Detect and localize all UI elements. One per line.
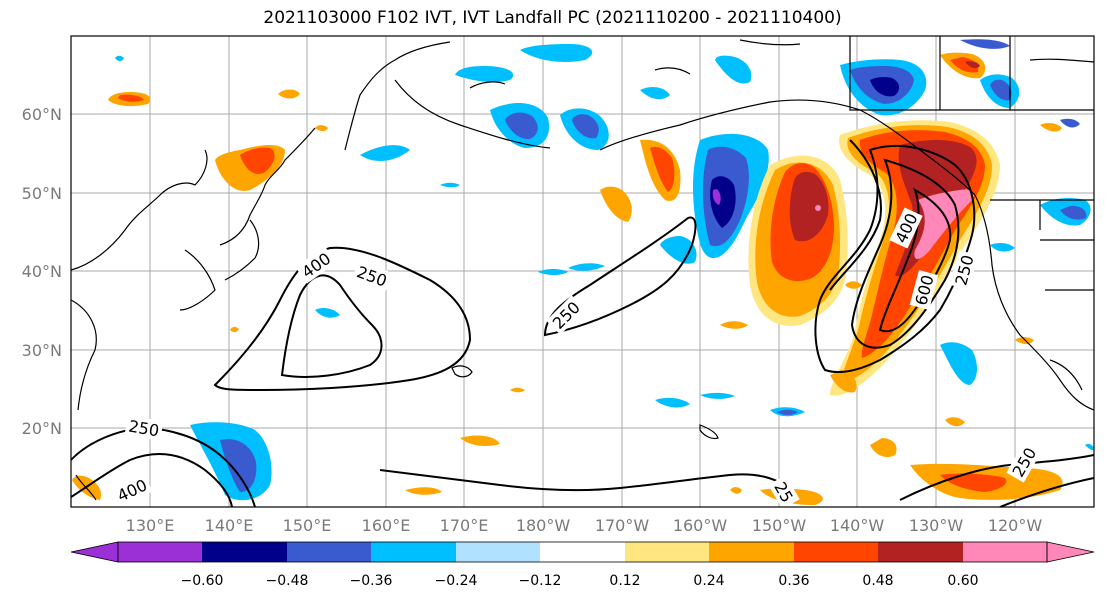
colorbar-tick-label: −0.24 <box>435 573 478 589</box>
colorbar-segment <box>371 542 456 562</box>
colorbar-segment <box>1046 541 1095 563</box>
colorbar-tick-label: −0.36 <box>350 573 393 589</box>
lon-label: 180°W <box>516 516 571 535</box>
longitude-labels: 130°E 140°E 150°E 160°E 170°E 180°W 170°… <box>126 516 1043 535</box>
colorbar-segment <box>709 542 794 562</box>
colorbar-segment <box>625 542 709 562</box>
ivt-contours <box>71 139 1094 507</box>
contour-400-west <box>280 274 383 378</box>
negative-anomaly-regions <box>115 39 1094 501</box>
lon-label: 160°W <box>673 516 728 535</box>
colorbar-tick-label: −0.48 <box>266 573 309 589</box>
lon-label: 140°E <box>205 516 254 535</box>
colorbar-segment <box>70 541 119 563</box>
contour-250-south <box>71 426 256 507</box>
contour-250-central <box>543 216 697 337</box>
map-frame <box>70 35 1095 508</box>
lon-label: 170°E <box>440 516 489 535</box>
contour-250-southeast-b <box>999 477 1094 507</box>
colorbar-segment <box>878 542 963 562</box>
colorbar <box>70 541 1095 563</box>
lon-label: 150°W <box>752 516 807 535</box>
contour-250-west <box>213 246 472 392</box>
lat-label: 30°N <box>22 341 62 360</box>
lon-label: 130°W <box>909 516 964 535</box>
lat-label: 20°N <box>22 419 62 438</box>
contour-400-east <box>850 158 960 349</box>
coastlines <box>71 36 1094 501</box>
contour-600-east <box>878 187 952 333</box>
colorbar-tick-label: 0.48 <box>862 573 893 589</box>
colorbar-segment <box>202 542 287 562</box>
lon-label: 130°E <box>126 516 175 535</box>
colorbar-tick-label: 0.12 <box>609 573 640 589</box>
colorbar-segment <box>287 542 371 562</box>
colorbar-segment <box>794 542 878 562</box>
lat-label: 40°N <box>22 262 62 281</box>
lon-label: 150°E <box>283 516 332 535</box>
colorbar-tick-label: 0.36 <box>778 573 809 589</box>
colorbar-tick-label: −0.60 <box>181 573 224 589</box>
colorbar-segment <box>963 542 1047 562</box>
contour-400-south <box>71 453 233 507</box>
contour-250-south-central <box>379 469 791 492</box>
lon-label: 170°W <box>595 516 650 535</box>
colorbar-segment <box>118 542 202 562</box>
lat-label: 50°N <box>22 184 62 203</box>
contour-250-east-b <box>829 139 882 291</box>
lon-label: 120°W <box>988 516 1043 535</box>
colorbar-tick-label: 0.60 <box>947 573 978 589</box>
lon-label: 140°W <box>830 516 885 535</box>
contour-250-east-a <box>814 144 976 373</box>
lon-label: 160°E <box>362 516 411 535</box>
colorbar-tick-label: 0.24 <box>693 573 724 589</box>
map-title: 2021103000 F102 IVT, IVT Landfall PC (20… <box>263 8 842 28</box>
colorbar-tick-label: −0.12 <box>519 573 562 589</box>
colorbar-segment <box>456 542 540 562</box>
colorbar-segment <box>540 542 625 562</box>
latitude-labels: 60°N 50°N 40°N 30°N 20°N <box>22 105 62 438</box>
lat-label: 60°N <box>22 105 62 124</box>
colorbar-outline <box>117 541 1048 563</box>
contour-250-southeast <box>899 454 1094 501</box>
colorbar-tick-labels: −0.60 −0.48 −0.36 −0.24 −0.12 0.12 0.24 … <box>181 573 979 589</box>
